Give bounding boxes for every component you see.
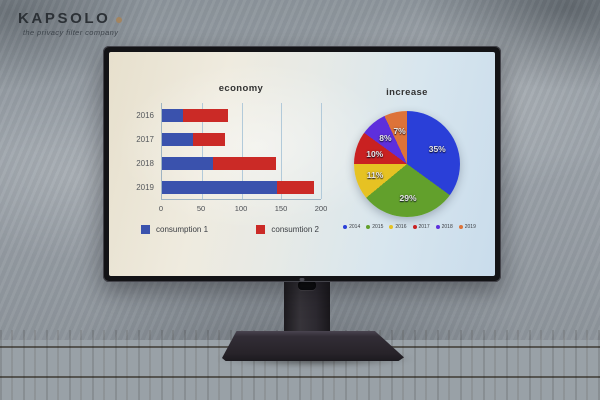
bar-segment — [162, 132, 193, 146]
pie-legend-item: 2014 — [343, 224, 360, 230]
bar-chart: economy 2016 2017 2018 2019 0 50 100 150 200 — [129, 83, 327, 213]
pie-legend-label: 2019 — [464, 224, 476, 230]
pie-slice-label: 7% — [393, 125, 406, 136]
pie-chart-legend: 2014 2015 2016 2017 2018 2019 — [337, 224, 482, 230]
grid-line — [201, 103, 203, 199]
bar-chart-legend: consumption 1 consumtion 2 — [141, 225, 319, 234]
pie-legend-dot — [343, 225, 348, 229]
x-axis-ticks: 0 50 100 150 200 — [158, 200, 327, 213]
grid-line — [281, 103, 283, 199]
pie-legend-label: 2014 — [349, 224, 361, 230]
bar-segment — [193, 132, 225, 146]
pie-legend-label: 2018 — [441, 224, 453, 230]
x-tick-label: 100 — [234, 204, 248, 213]
pie-slice-label: 10% — [366, 148, 384, 159]
bar-track — [162, 132, 321, 146]
cable-hole — [298, 281, 316, 290]
brand-logo: KAPSOLO the privacy filter company — [18, 10, 123, 37]
bar-rows — [162, 103, 321, 199]
bar-segment — [277, 180, 314, 194]
bar-segment — [212, 156, 277, 170]
brand-logo-row: KAPSOLO — [18, 10, 123, 27]
pie-slice-label: 29% — [399, 192, 417, 203]
pie-legend-dot — [458, 225, 463, 229]
pie-legend-dot — [412, 225, 417, 229]
pie-slice-label: 11% — [366, 170, 384, 181]
pie-legend-item: 2015 — [366, 224, 383, 230]
legend-label: consumption 1 — [156, 225, 209, 234]
bar-track — [162, 108, 321, 122]
pie-legend-label: 2016 — [395, 224, 407, 230]
bar-category-labels: 2016 2017 2018 2019 — [129, 103, 161, 199]
x-tick-label: 150 — [274, 204, 288, 213]
bar-chart-title: economy — [218, 83, 264, 94]
pie-chart: increase 35% 29% 11% 10% 8% 7% — [354, 87, 460, 217]
legend-item: consumption 1 — [141, 225, 208, 234]
x-tick-label: 0 — [158, 204, 164, 213]
pie-circle: 35% 29% 11% 10% 8% 7% — [354, 111, 460, 217]
grid-line — [321, 103, 322, 199]
monitor: economy 2016 2017 2018 2019 0 50 100 150 200 co… — [103, 46, 501, 282]
monitor-stand-base — [222, 331, 404, 361]
pie-legend-dot — [366, 225, 371, 229]
pie-legend-dot — [435, 225, 440, 229]
legend-item: consumtion 2 — [256, 225, 319, 234]
bar-plot — [161, 103, 322, 200]
bar-chart-plot-area: 2016 2017 2018 2019 — [129, 103, 322, 200]
x-tick-label: 50 — [196, 204, 206, 213]
legend-swatch — [256, 225, 266, 234]
pie-legend-label: 2017 — [418, 224, 430, 230]
monitor-stand-column — [284, 276, 330, 338]
pie-legend-item: 2018 — [435, 224, 453, 230]
brand-wordmark: KAPSOLO — [18, 10, 111, 27]
bar-segment — [162, 156, 213, 170]
pie-legend-item: 2016 — [389, 224, 407, 230]
legend-label: consumtion 2 — [271, 225, 319, 234]
bar-track — [162, 156, 321, 170]
x-tick-label: 200 — [314, 204, 328, 213]
pie-legend-item: 2019 — [458, 224, 476, 230]
pie-chart-title: increase — [386, 87, 428, 98]
bar-segment — [162, 108, 184, 122]
pie-legend-label: 2015 — [372, 224, 384, 230]
bar-segment — [162, 180, 278, 194]
bar-track — [162, 180, 321, 194]
brand-dot-icon — [116, 16, 123, 23]
bar-category-label: 2019 — [136, 182, 154, 192]
bar-segment — [183, 108, 228, 122]
pie-legend-dot — [389, 225, 394, 229]
bar-category-label: 2016 — [136, 110, 154, 120]
brand-tagline: the privacy filter company — [22, 28, 119, 37]
pie-slice-label: 8% — [379, 132, 392, 143]
monitor-brand-dot — [299, 278, 305, 281]
grid-line — [241, 103, 243, 199]
legend-swatch — [141, 225, 150, 234]
bar-category-label: 2017 — [136, 134, 154, 144]
pie-legend-item: 2017 — [412, 224, 430, 230]
bar-category-label: 2018 — [136, 158, 154, 168]
monitor-screen: economy 2016 2017 2018 2019 0 50 100 150 200 co… — [109, 52, 495, 276]
pie-slice-label: 35% — [428, 143, 446, 154]
plank-seam — [0, 376, 600, 378]
